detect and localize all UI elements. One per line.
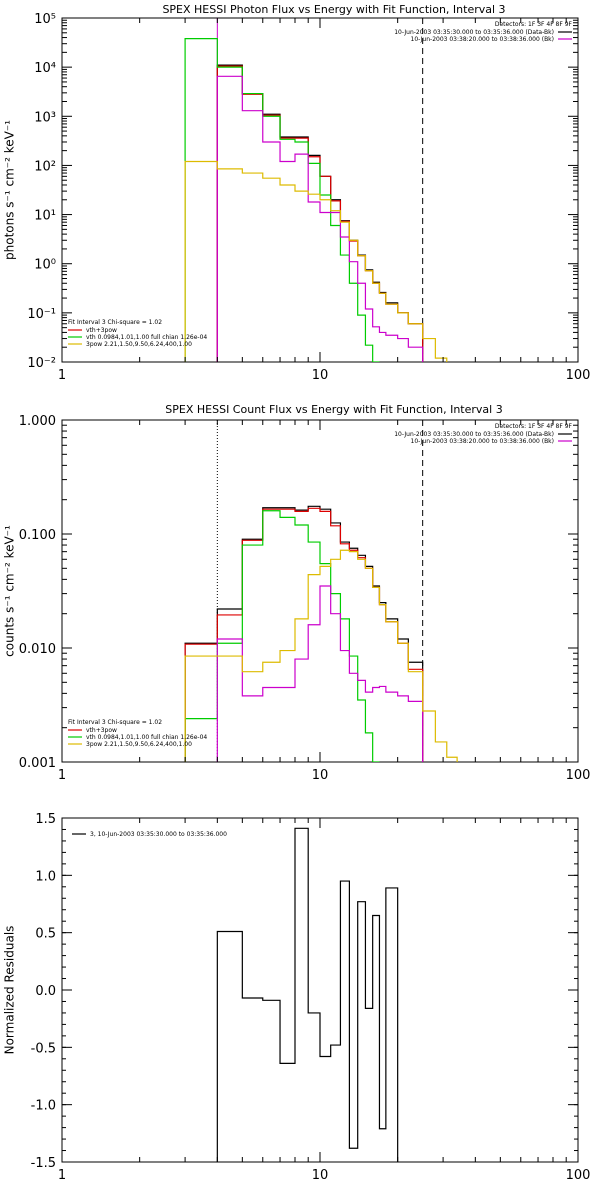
residuals-x-axis: 1 10 100 — [58, 818, 591, 1183]
residuals-x-tick-label: 10 — [312, 1168, 329, 1183]
photon-flux-detector-legend-header: Detectors: 1F 3F 4F 8F 9F — [495, 21, 573, 28]
residuals-y-tick-label: -0.5 — [31, 1041, 56, 1056]
count-flux-x-axis: 1 10 100 — [58, 420, 591, 783]
photon-flux-x-tick-label: 10 — [312, 368, 329, 383]
count-flux-panel: SPEX HESSI Count Flux vs Energy with Fit… — [3, 403, 591, 783]
photon-flux-detector-legend-item: 10-Jun-2003 03:38:20.000 to 03:38:36.000… — [411, 36, 554, 43]
residuals-x-tick-label: 1 — [58, 1168, 66, 1183]
photon-flux-y-tick-label: 10¹ — [34, 209, 56, 224]
count-flux-fit-legend-item: vth+3pow — [86, 727, 117, 734]
photon-flux-y-tick-label: 10³ — [34, 110, 56, 125]
count-flux-x-tick-label: 100 — [566, 768, 591, 783]
photon-flux-series-4 — [184, 160, 448, 362]
count-flux-series-group — [184, 505, 458, 762]
count-flux-series-3 — [216, 585, 424, 762]
count-flux-y-axis-label: counts s⁻¹ cm⁻² keV⁻¹ — [3, 525, 17, 657]
residuals-y-axis-label: Normalized Residuals — [3, 926, 17, 1055]
photon-flux-y-axis: 10⁻² 10⁻¹ 10⁰ 10¹ 10² 10³ 10⁴ 10⁵ — [27, 12, 578, 371]
photon-flux-y-tick-label: 10⁵ — [34, 12, 56, 27]
count-flux-detector-legend-item: 10-Jun-2003 03:38:20.000 to 03:38:36.000… — [411, 438, 554, 445]
photon-flux-y-axis-label: photons s⁻¹ cm⁻² keV⁻¹ — [3, 120, 17, 260]
residuals-panel: Normalized Residuals 1 10 100 -1.5 -1.0 -0.5… — [3, 812, 591, 1183]
photon-flux-fit-legend: Fit Interval 3 Chi-square = 1.02vth+3pow… — [68, 319, 207, 348]
photon-flux-title: SPEX HESSI Photon Flux vs Energy with Fi… — [162, 3, 505, 16]
residuals-x-tick-label: 100 — [566, 1168, 591, 1183]
photon-flux-y-tick-label: 10⁴ — [34, 61, 56, 76]
residuals-legend-item: 3, 10-Jun-2003 03:35:30.000 to 03:35:36.… — [90, 831, 227, 838]
photon-flux-y-tick-label: 10⁻² — [27, 356, 56, 371]
count-flux-detector-legend-header: Detectors: 1F 3F 4F 8F 9F — [495, 423, 573, 430]
count-flux-series-4 — [184, 549, 458, 762]
photon-flux-y-tick-label: 10² — [34, 159, 56, 174]
photon-flux-series-group — [184, 38, 448, 362]
photon-flux-x-tick-label: 1 — [58, 368, 66, 383]
photon-flux-fit-legend-header: Fit Interval 3 Chi-square = 1.02 — [68, 319, 162, 326]
count-flux-y-tick-label: 0.010 — [19, 642, 56, 657]
count-flux-title: SPEX HESSI Count Flux vs Energy with Fit… — [165, 403, 502, 416]
residuals-legend: 3, 10-Jun-2003 03:35:30.000 to 03:35:36.… — [72, 831, 227, 838]
residuals-y-tick-label: 1.0 — [35, 869, 56, 884]
count-flux-series-2 — [184, 510, 380, 762]
photon-flux-detector-legend-item: 10-Jun-2003 03:35:30.000 to 03:35:36.000… — [394, 29, 554, 36]
residuals-y-tick-label: -1.5 — [31, 1156, 56, 1171]
count-flux-fit-legend-item: 3pow 2.21,1.50,9.50,6.24,400,1.00 — [86, 741, 192, 748]
photon-flux-fit-legend-item: vth+3pow — [86, 327, 117, 334]
residuals-y-axis: -1.5 -1.0 -0.5 0.0 0.5 1.0 1.5 — [31, 812, 578, 1171]
residuals-y-tick-label: -1.0 — [31, 1099, 56, 1114]
photon-flux-x-tick-label: 100 — [566, 368, 591, 383]
residuals-series-0 — [216, 827, 399, 1162]
count-flux-x-tick-label: 1 — [58, 768, 66, 783]
count-flux-detector-legend-item: 10-Jun-2003 03:35:30.000 to 03:35:36.000… — [394, 431, 554, 438]
photon-flux-y-tick-label: 10⁰ — [34, 258, 56, 273]
count-flux-fit-legend: Fit Interval 3 Chi-square = 1.02vth+3pow… — [68, 719, 207, 748]
photon-flux-x-axis: 1 10 100 — [58, 18, 591, 383]
count-flux-y-tick-label: 0.100 — [19, 528, 56, 543]
residuals-y-tick-label: 0.0 — [35, 984, 56, 999]
count-flux-y-tick-label: 1.000 — [19, 414, 56, 429]
photon-flux-panel: SPEX HESSI Photon Flux vs Energy with Fi… — [3, 3, 591, 383]
residuals-y-tick-label: 0.5 — [35, 927, 56, 942]
photon-flux-fit-legend-item: vth 0.0984,1.01,1.00 full chian 1.26e-04 — [86, 334, 207, 341]
count-flux-fit-legend-item: vth 0.0984,1.01,1.00 full chian 1.26e-04 — [86, 734, 207, 741]
count-flux-x-tick-label: 10 — [312, 768, 329, 783]
count-flux-y-axis: 0.001 0.010 0.100 1.000 — [19, 414, 578, 771]
photon-flux-y-tick-label: 10⁻¹ — [27, 307, 56, 322]
count-flux-y-tick-label: 0.001 — [19, 756, 56, 771]
residuals-y-tick-label: 1.5 — [35, 812, 56, 827]
photon-flux-fit-legend-item: 3pow 2.21,1.50,9.50,6.24,400,1.00 — [86, 341, 192, 348]
count-flux-fit-legend-header: Fit Interval 3 Chi-square = 1.02 — [68, 719, 162, 726]
residuals-series-group — [216, 827, 399, 1162]
